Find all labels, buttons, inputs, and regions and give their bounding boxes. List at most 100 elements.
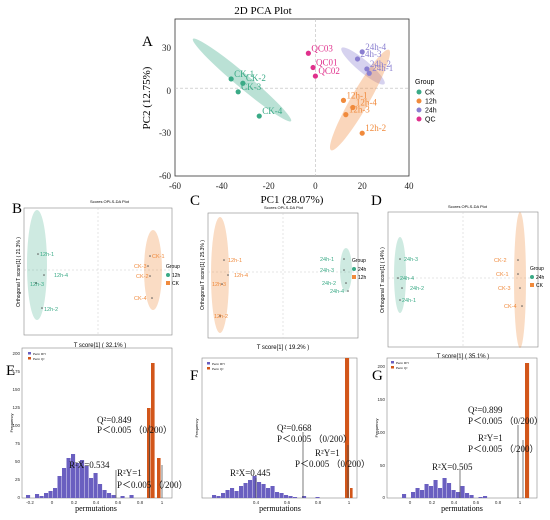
- histogram-bar: [107, 493, 112, 498]
- histogram-bar: [151, 363, 155, 498]
- perm-e-ytick: 150: [12, 387, 20, 392]
- ellipse-c-12h: [211, 217, 229, 333]
- histogram-bar: [98, 484, 103, 498]
- pca-point-ck-3: [235, 89, 241, 95]
- pca-point-label: CK-4: [262, 106, 282, 116]
- opls-b-title: Scores OPLS-DA Plot: [90, 199, 130, 204]
- histogram-bar: [221, 493, 226, 498]
- histogram-bar: [39, 496, 44, 498]
- perm-g-xtick: 0.6: [473, 500, 480, 505]
- histogram-bar: [257, 482, 262, 498]
- histogram-bar: [350, 488, 353, 498]
- perm-e-ytick: 75: [15, 441, 21, 446]
- c-label: 24h-3: [320, 268, 334, 274]
- d-label: CK-3: [498, 286, 511, 292]
- pca-tick-labels: -60 -40 -20 0 20 40 -60 -30 0 30: [159, 43, 414, 191]
- perm-g-q2: Q²=0.899: [468, 405, 503, 415]
- perm-e-xtick: 0.6: [115, 500, 122, 505]
- pca-point-label: QC01: [316, 58, 338, 68]
- histogram-bar: [239, 486, 244, 498]
- ellipse-24h: [341, 47, 385, 85]
- histogram-bar: [129, 495, 134, 498]
- perm-e-q2-p: P＜0.005 （0/200）: [97, 425, 172, 435]
- histogram-bar: [62, 468, 67, 498]
- perm-plot-f: Perm R²Y Perm Q² Q²=0.668 P＜0.005 （0/200…: [194, 357, 370, 513]
- pca-point-12h-4: [350, 104, 356, 111]
- legend-qc: QC: [425, 117, 436, 124]
- pca-title: 2D PCA Plot: [234, 5, 291, 17]
- histogram-bar: [438, 488, 443, 498]
- d-label: 24h-3: [404, 257, 418, 263]
- pca-point-label: QC03: [311, 43, 333, 53]
- b-label: 12h-1: [40, 252, 54, 258]
- pca-ytick: 0: [167, 86, 172, 96]
- histogram-bar: [120, 496, 125, 498]
- opls-c-legend-12h: 12h: [358, 275, 367, 281]
- pca-legend: Group CK 12h 24h QC: [415, 79, 437, 124]
- pca-point-label: CK-1: [234, 69, 254, 79]
- perm-e-ytick: 0: [17, 495, 20, 500]
- legend-24h-marker: [416, 107, 422, 113]
- perm-g-xtick: 0.2: [429, 500, 436, 505]
- histogram-bar: [261, 484, 266, 498]
- opls-c-title: Scores OPLS-DA Plot: [264, 205, 304, 210]
- d-label: CK-2: [494, 258, 507, 264]
- panel-label-g: G: [372, 368, 383, 384]
- perm-e-xlabel: permutations: [75, 504, 117, 513]
- panel-label-e: E: [6, 363, 15, 379]
- d-label: CK-4: [504, 304, 517, 310]
- perm-g-xtick: 0: [409, 500, 412, 505]
- pca-point-12h-1: [340, 97, 347, 103]
- pca-ytick: 30: [162, 43, 172, 53]
- opls-d-ylabel: Orthogonal T score[1] ( 14% ): [380, 247, 386, 313]
- pca-point-qc01: [310, 64, 316, 71]
- pca-point-12h-2: [359, 130, 365, 136]
- perm-g-ytick: 50: [380, 463, 386, 468]
- histogram-bar: [429, 486, 434, 498]
- pca-legend-title: Group: [415, 79, 435, 86]
- histogram-bar: [293, 497, 298, 498]
- ellipse-b-12h: [27, 210, 47, 320]
- histogram-bar: [315, 497, 320, 498]
- histogram-bar: [525, 363, 530, 498]
- histogram-bar: [80, 460, 85, 498]
- histogram-bar: [478, 497, 483, 498]
- perm-g-r2y-p: P＜0.005 （/200）: [468, 444, 539, 454]
- perm-f-q2: Q²=0.668: [277, 423, 312, 433]
- perm-g-ytick: 100: [377, 430, 385, 435]
- perm-g-ytick: 150: [377, 397, 385, 402]
- histogram-bar: [93, 473, 98, 498]
- perm-f-xlabel: permutations: [259, 504, 301, 513]
- perm-f-r2x: R²X=0.445: [230, 468, 271, 478]
- pca-point-label: CK-2: [246, 73, 266, 83]
- opls-d-legend: Group 24h CK: [530, 266, 545, 289]
- b-label: CK-2: [136, 274, 149, 280]
- pca-point-label: 24h-2: [370, 59, 391, 69]
- pca-ellipses: [192, 38, 391, 151]
- pca-xtick: -20: [263, 181, 275, 191]
- perm-e-xtick: -0.2: [26, 500, 34, 505]
- pca-point-12h-3: [343, 112, 349, 118]
- perm-f-r2y: R²Y=1: [315, 448, 340, 458]
- opls-b-xlabel: T score[1] ( 32.1% ): [74, 343, 127, 349]
- d-label: 24h-4: [400, 276, 414, 282]
- perm-e-xtick: 0.2: [71, 500, 78, 505]
- ellipse-d-24h: [394, 237, 406, 313]
- perm-e-ytick: 50: [15, 459, 21, 464]
- pca-point-label: 12h-4: [356, 97, 377, 107]
- perm-e-r2x: R²X=0.534: [69, 460, 110, 470]
- c-label: 12h-3: [212, 282, 226, 288]
- ellipse-c-24h: [340, 248, 352, 292]
- perm-e-ytick: 125: [12, 405, 20, 410]
- perm-e-q2: Q²=0.849: [97, 415, 132, 425]
- b-label: 12h-4: [54, 273, 68, 279]
- b-label: CK-3: [134, 264, 147, 270]
- opls-b-dots: [35, 253, 153, 309]
- opls-d-legend-title: Group: [530, 266, 544, 272]
- perm-g-xtick: 1: [519, 500, 522, 505]
- b-label: 12h-2: [44, 307, 58, 313]
- opls-c-legend: Group 24h 12h: [352, 258, 367, 281]
- pca-point-ck-2: [240, 80, 246, 86]
